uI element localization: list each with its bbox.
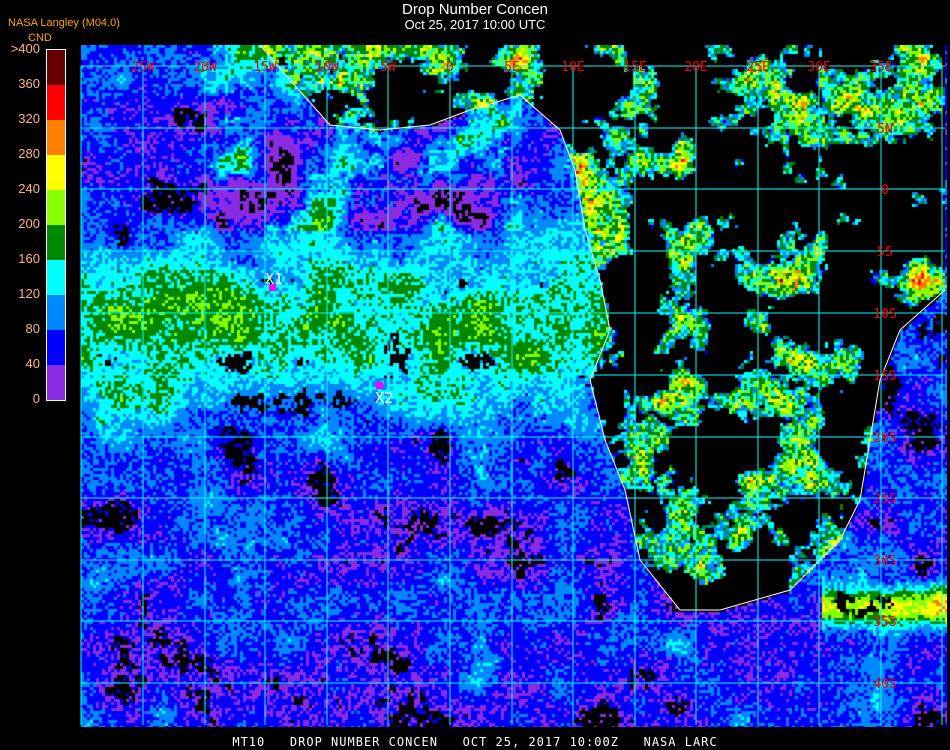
chart-title: Drop Number Concen <box>402 1 548 18</box>
longitude-label: 10W <box>315 60 339 75</box>
marker-x1 <box>269 284 276 291</box>
latitude-label: 5N <box>877 122 893 137</box>
longitude-label: 25W <box>131 60 155 75</box>
colorbar-tick-label: 0 <box>32 391 40 406</box>
latitude-label: 15S <box>873 369 896 384</box>
colorbar-tick-label: 360 <box>18 76 40 91</box>
colorbar-swatch <box>47 295 65 330</box>
colorbar-swatch <box>47 225 65 260</box>
longitude-label: 35E <box>869 60 892 75</box>
longitude-label: 0 <box>446 60 454 75</box>
longitude-label: 5E <box>504 60 520 75</box>
colorbar-swatch <box>47 260 65 295</box>
colorbar-tick-label: 280 <box>18 146 40 161</box>
colorbar-tick-label: 40 <box>25 356 40 371</box>
latitude-label: 35S <box>873 615 896 630</box>
latitude-label: 10S <box>873 307 896 322</box>
latitude-label: 20S <box>873 431 896 446</box>
colorbar-tick-label: 240 <box>18 181 40 196</box>
colorbar-swatch <box>47 155 65 190</box>
colorbar-tick-label: 160 <box>18 251 40 266</box>
latitude-label: 40S <box>873 677 896 692</box>
latitude-label: 0 <box>881 183 889 198</box>
marker-x2 <box>376 382 383 389</box>
colorbar-tick-label: 80 <box>25 321 40 336</box>
longitude-label: 5W <box>380 60 396 75</box>
colorbar-swatch <box>47 85 65 120</box>
latitude-label: 25S <box>873 492 896 507</box>
colorbar-tick-label: 120 <box>18 286 40 301</box>
colorbar <box>46 49 66 401</box>
colorbar-tick-label: 200 <box>18 216 40 231</box>
longitude-label: 15E <box>623 60 646 75</box>
coastline <box>259 44 946 611</box>
colorbar-swatch <box>47 50 65 85</box>
longitude-label: 20W <box>193 60 217 75</box>
colorbar-swatch <box>47 365 65 400</box>
footer-caption: MT10 DROP NUMBER CONCEN OCT 25, 2017 10:… <box>232 735 718 749</box>
longitude-label: 20E <box>684 60 707 75</box>
organization-label: NASA Langley (M04.0) <box>8 17 120 29</box>
latitude-label: 5S <box>877 245 893 260</box>
latitude-label: 30S <box>873 554 896 569</box>
marker-label: X2 <box>375 389 393 407</box>
satellite-image <box>81 45 947 727</box>
marker-label: X1 <box>265 270 283 288</box>
colorbar-tick-label: >400 <box>10 41 40 56</box>
longitude-label: 15W <box>253 60 277 75</box>
colorbar-swatch <box>47 190 65 225</box>
colorbar-tick-label: 320 <box>18 111 40 126</box>
chart-subtitle: Oct 25, 2017 10:00 UTC <box>404 17 546 32</box>
colorbar-swatch <box>47 120 65 155</box>
longitude-label: 25E <box>746 60 769 75</box>
colorbar-unit: CND <box>28 32 52 44</box>
colorbar-swatch <box>47 330 65 365</box>
longitude-label: 30E <box>807 60 830 75</box>
longitude-label: 10E <box>561 60 584 75</box>
